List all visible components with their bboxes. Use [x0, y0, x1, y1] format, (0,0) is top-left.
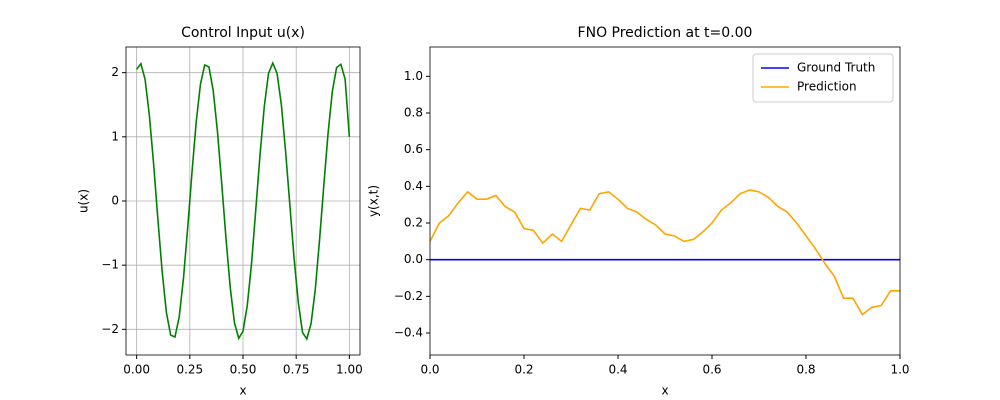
x-tick-label: 0.50 [230, 363, 257, 377]
y-tick-label: −0.2 [394, 289, 423, 303]
y-tick-label: −2 [101, 322, 119, 336]
subplot: Control Input u(x) 0.00 0.25 0.50 0.75 1.00 −2… [77, 25, 363, 398]
x-axis-label: x [239, 384, 246, 398]
chart-title: FNO Prediction at t=0.00 [578, 25, 753, 41]
axes-frame [125, 46, 361, 356]
x-tick-label: 0.75 [283, 363, 310, 377]
x-tick-label: 0.8 [796, 363, 815, 377]
y-tick-label: 1.0 [404, 69, 423, 83]
x-tick-label: 0.6 [702, 363, 721, 377]
x-tick-label: 1.0 [890, 363, 909, 377]
legend-frame [752, 53, 894, 103]
y-axis-label: y(x,t) [367, 185, 381, 217]
y-tick-label: 0.4 [404, 179, 423, 193]
y-axis-label: u(x) [77, 189, 91, 213]
y-tick-label: 2 [111, 65, 119, 79]
subplot: FNO Prediction at t=0.00 0.0 0.2 0.4 0.6 0.8 1… [367, 25, 910, 398]
legend-label: Ground Truth [797, 61, 875, 75]
y-tick-label: 0.2 [404, 216, 423, 230]
axes-frame [429, 46, 901, 356]
x-axis-label: x [661, 384, 668, 398]
legend-label: Prediction [797, 80, 857, 94]
y-tick-label: −0.4 [394, 326, 423, 340]
x-tick-label: 0.4 [608, 363, 627, 377]
y-tick-label: 0 [111, 194, 119, 208]
data-line [430, 189, 900, 316]
data-line [135, 60, 351, 341]
x-tick-label: 0.2 [514, 363, 533, 377]
chart-title: Control Input u(x) [181, 25, 305, 41]
y-tick-label: 1 [111, 129, 119, 143]
y-tick-label: 0.0 [404, 252, 423, 266]
x-tick-label: 0.00 [123, 363, 150, 377]
x-tick-label: 1.00 [336, 363, 363, 377]
legend: Ground Truth Prediction [752, 53, 894, 103]
x-tick-label: 0.25 [176, 363, 203, 377]
y-tick-label: 0.8 [404, 106, 423, 120]
y-tick-label: 0.6 [404, 142, 423, 156]
y-tick-label: −1 [101, 258, 119, 272]
x-tick-label: 0.0 [420, 363, 439, 377]
